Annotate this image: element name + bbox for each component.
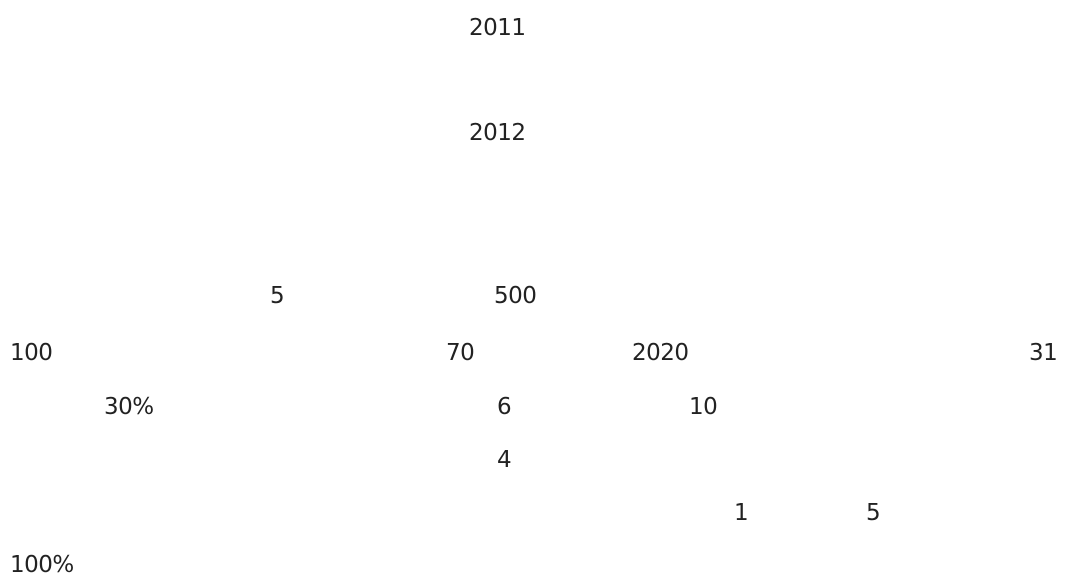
percent-text: 30% [104,394,154,420]
number-text: 500 [494,283,537,309]
number-text: 10 [689,394,718,420]
number-text: 6 [497,394,512,420]
number-text: 70 [446,340,475,366]
number-text: 5 [866,500,881,526]
year-text: 2012 [469,120,526,146]
percent-text: 100% [10,552,74,578]
number-text: 100 [10,340,53,366]
number-text: 31 [1029,340,1058,366]
number-text: 5 [270,283,285,309]
number-text: 4 [497,447,512,473]
year-text: 2020 [632,340,689,366]
year-text: 2011 [469,15,526,41]
number-text: 1 [734,500,749,526]
